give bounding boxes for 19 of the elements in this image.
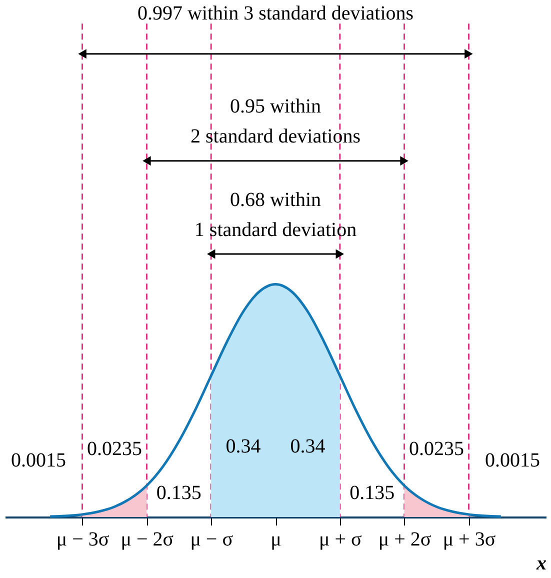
x-tick-label: μ − 2σ <box>120 528 174 550</box>
x-axis-title: x <box>536 552 546 574</box>
text: 0.68 within 1 standard deviation <box>194 188 357 241</box>
annotation: 0.34 <box>290 435 326 458</box>
x-tick-label: μ + 2σ <box>378 528 432 550</box>
annotation: 0.0235 <box>86 438 142 460</box>
x-tick-label: μ + 3σ <box>442 528 496 550</box>
text: 0.95 within 2 standard deviations <box>190 96 361 148</box>
text: 0.997 within 3 standard deviations <box>137 2 414 25</box>
annotation: 0.0015 <box>485 449 540 472</box>
annotation: 0.135 <box>156 482 202 504</box>
x-tick-label: μ − 3σ <box>56 528 110 550</box>
annotation: 0.0015 <box>10 449 66 472</box>
annotation: 0.0235 <box>409 438 464 460</box>
annotation: 0.135 <box>350 482 395 504</box>
x-tick-label: μ − σ <box>190 528 234 550</box>
x-tick-label: μ <box>270 528 282 550</box>
annotation: 0.34 <box>226 435 261 458</box>
x-tick-label: μ + σ <box>319 528 362 550</box>
